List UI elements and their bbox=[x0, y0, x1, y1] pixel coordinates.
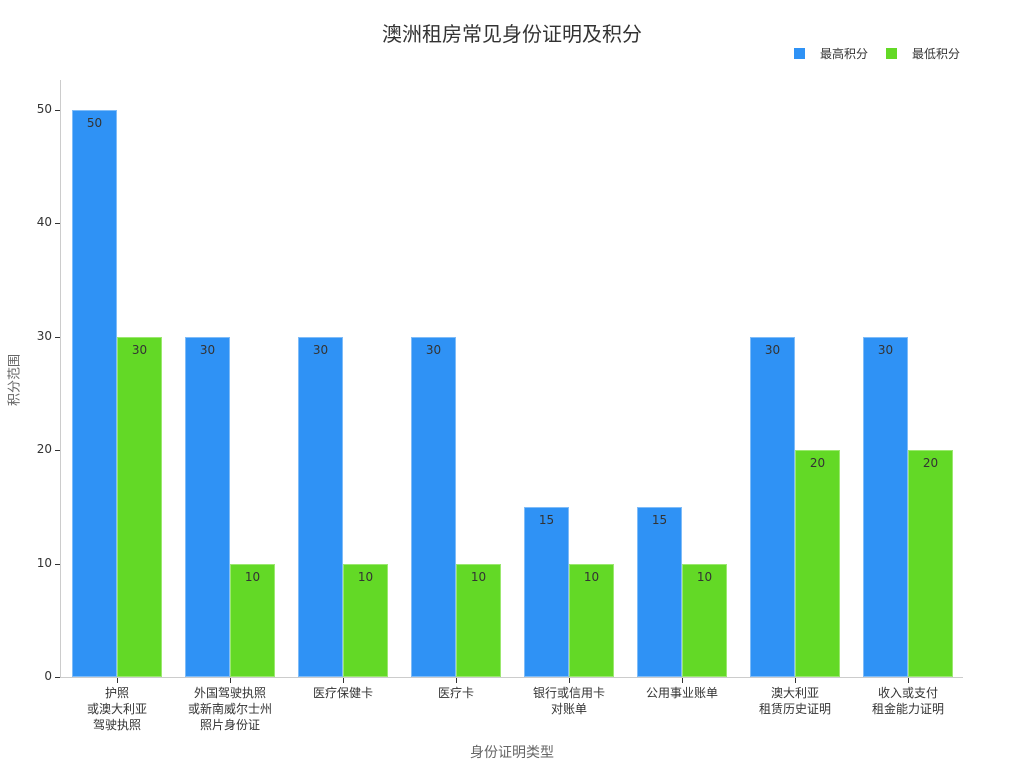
bar-min[interactable]: 10 bbox=[230, 563, 275, 677]
legend-item-min[interactable]: 最低积分 bbox=[885, 45, 960, 62]
bar-value-label: 30 bbox=[877, 342, 894, 357]
y-tick-mark bbox=[55, 336, 60, 338]
bar-max[interactable]: 30 bbox=[185, 336, 230, 677]
x-axis-line bbox=[60, 677, 963, 678]
bar-max[interactable]: 30 bbox=[750, 336, 795, 677]
x-tick-label: 澳大利亚 租赁历史证明 bbox=[758, 686, 831, 716]
y-tick-label: 10 bbox=[36, 555, 52, 570]
legend-label-min: 最低积分 bbox=[911, 47, 960, 61]
bar-min[interactable]: 10 bbox=[343, 563, 388, 677]
bar-value-label: 20 bbox=[809, 456, 826, 471]
x-tick-label: 护照 或澳大利亚 驾驶执照 bbox=[86, 686, 147, 732]
x-tick-mark bbox=[795, 678, 796, 683]
bar-value-label: 10 bbox=[696, 569, 713, 584]
bar-value-label: 50 bbox=[86, 116, 103, 130]
legend-swatch-max-icon bbox=[793, 48, 805, 59]
x-tick-label: 收入或支付 租金能力证明 bbox=[871, 686, 944, 716]
bar-max[interactable]: 30 bbox=[298, 336, 343, 677]
y-tick-label: 30 bbox=[36, 328, 52, 343]
bar-min[interactable]: 10 bbox=[569, 563, 614, 677]
bar-value-label: 30 bbox=[764, 342, 781, 357]
bar-value-label: 30 bbox=[425, 342, 442, 357]
y-tick-mark bbox=[55, 677, 60, 678]
legend-item-max[interactable]: 最高积分 bbox=[793, 45, 868, 62]
x-tick-mark bbox=[456, 678, 457, 683]
bar-value-label: 20 bbox=[922, 456, 939, 471]
bar-value-label: 10 bbox=[470, 569, 487, 584]
x-tick-mark bbox=[230, 678, 231, 683]
bar-value-label: 10 bbox=[357, 569, 374, 584]
legend-label-max: 最高积分 bbox=[819, 47, 868, 61]
bar-max[interactable]: 50 bbox=[72, 110, 117, 677]
bar-min[interactable]: 20 bbox=[795, 450, 840, 677]
bar-value-label: 30 bbox=[131, 342, 148, 357]
bar-value-label: 10 bbox=[244, 569, 261, 584]
x-tick-mark bbox=[343, 678, 344, 683]
y-axis-title: 积分范围 bbox=[7, 353, 23, 407]
bar-min[interactable]: 20 bbox=[908, 450, 953, 677]
y-tick-mark bbox=[55, 223, 60, 225]
y-tick-label: 20 bbox=[36, 442, 52, 457]
x-tick-label: 医疗卡 bbox=[437, 686, 474, 700]
y-tick-label: 40 bbox=[36, 215, 52, 230]
bar-min[interactable]: 10 bbox=[456, 563, 501, 677]
bar-min[interactable]: 30 bbox=[117, 336, 162, 677]
x-tick-mark bbox=[569, 678, 570, 683]
y-axis-line bbox=[60, 80, 61, 678]
y-tick-mark bbox=[55, 110, 60, 111]
bar-max[interactable]: 15 bbox=[637, 506, 682, 677]
bar-min[interactable]: 10 bbox=[682, 563, 727, 677]
bar-max[interactable]: 30 bbox=[863, 336, 908, 677]
legend-swatch-min-icon bbox=[885, 48, 897, 59]
y-tick-label: 50 bbox=[36, 102, 52, 116]
bar-max[interactable]: 15 bbox=[524, 506, 569, 677]
chart-title: 澳洲租房常见身份证明及积分 bbox=[382, 22, 642, 46]
bar-value-label: 15 bbox=[538, 512, 555, 527]
y-tick-mark bbox=[55, 563, 60, 565]
x-tick-label: 医疗保健卡 bbox=[312, 686, 373, 700]
x-tick-mark bbox=[117, 678, 118, 683]
y-tick-label: 0 bbox=[44, 669, 52, 683]
x-tick-label: 外国驾驶执照 或新南威尔士州 照片身份证 bbox=[187, 686, 272, 732]
x-tick-label: 银行或信用卡 对账单 bbox=[532, 686, 605, 716]
bar-value-label: 30 bbox=[312, 342, 329, 357]
x-tick-mark bbox=[908, 678, 909, 683]
x-tick-label: 公用事业账单 bbox=[645, 686, 718, 700]
bar-max[interactable]: 30 bbox=[411, 336, 456, 677]
bar-value-label: 30 bbox=[199, 342, 216, 357]
x-tick-mark bbox=[682, 678, 683, 683]
legend: 最高积分 最低积分 bbox=[776, 45, 960, 62]
y-tick-mark bbox=[55, 450, 60, 452]
x-axis-title: 身份证明类型 bbox=[470, 745, 554, 761]
bar-value-label: 15 bbox=[651, 512, 668, 527]
bar-value-label: 10 bbox=[583, 569, 600, 584]
